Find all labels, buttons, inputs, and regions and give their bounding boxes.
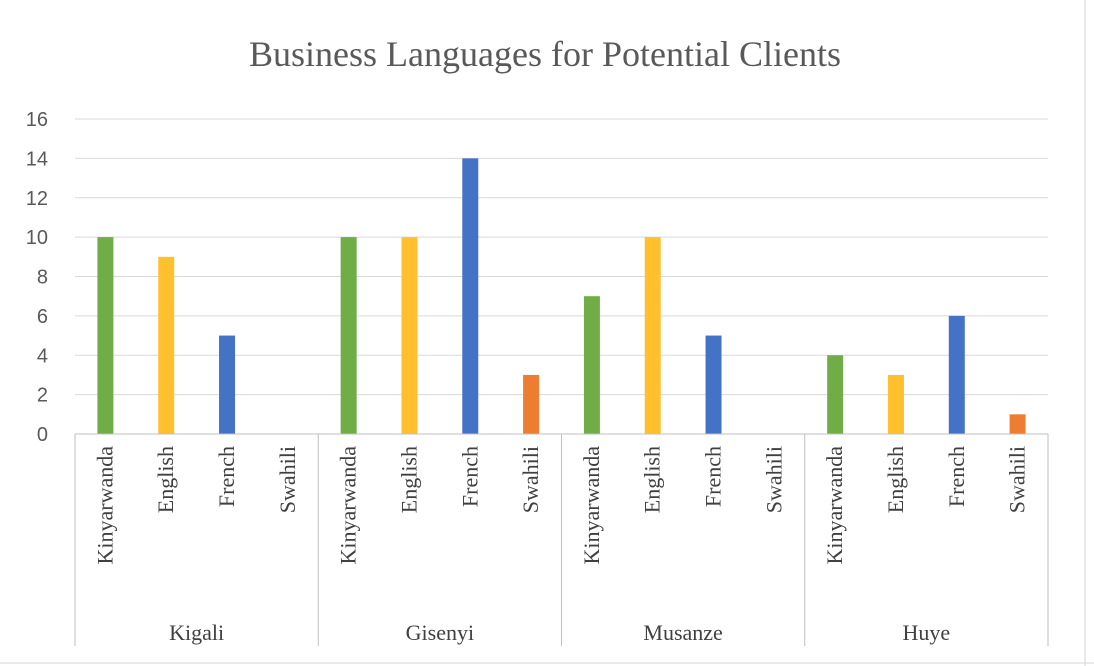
- bar-musanze-kinyarwanda: [583, 296, 600, 434]
- bar-musanze-french: [705, 335, 722, 434]
- bar-gisenyi-kinyarwanda: [340, 237, 357, 434]
- group-label: Musanze: [643, 620, 722, 645]
- bar-gisenyi-english: [401, 237, 418, 434]
- group-label: Gisenyi: [406, 620, 474, 645]
- y-tick-label: 10: [26, 227, 48, 249]
- category-label: Swahili: [518, 446, 543, 513]
- category-label: Kinyarwanda: [579, 446, 604, 565]
- y-tick-label: 2: [37, 385, 48, 407]
- category-label: Kinyarwanda: [822, 446, 847, 565]
- bar-gisenyi-swahili: [523, 374, 540, 434]
- gridlines: [75, 118, 1048, 396]
- bar-kigali-kinyarwanda: [97, 237, 114, 434]
- category-label: English: [883, 446, 908, 513]
- y-tick-label: 4: [37, 345, 48, 367]
- chart-title: Business Languages for Potential Clients: [249, 34, 841, 74]
- category-label: French: [214, 446, 239, 507]
- bar-huye-french: [948, 315, 965, 434]
- category-label: French: [457, 446, 482, 507]
- y-tick-label: 0: [37, 424, 48, 446]
- category-label: English: [396, 446, 421, 513]
- bar-kigali-french: [219, 335, 236, 434]
- category-label: Kinyarwanda: [92, 446, 117, 565]
- bar-huye-english: [887, 374, 904, 434]
- bar-huye-kinyarwanda: [827, 355, 844, 434]
- y-tick-label: 14: [26, 148, 48, 170]
- category-label: Kinyarwanda: [336, 446, 361, 565]
- y-tick-label: 12: [26, 188, 48, 210]
- category-label: French: [701, 446, 726, 507]
- category-label: French: [944, 446, 969, 507]
- category-label: English: [153, 446, 178, 513]
- x-axis: Kinyarwanda English French Swahili Kigali Kin…: [74, 433, 1049, 646]
- category-label: Swahili: [275, 446, 300, 513]
- category-label: Swahili: [761, 446, 786, 513]
- bar-huye-swahili: [1009, 414, 1026, 434]
- y-tick-label: 6: [37, 306, 48, 328]
- y-axis-ticks: 0 2 4 6 8 10 12 14 16: [26, 109, 48, 446]
- group-label: Kigali: [169, 620, 224, 645]
- category-label: English: [640, 446, 665, 513]
- category-label: Swahili: [1005, 446, 1030, 513]
- bars: [97, 158, 1026, 434]
- bar-gisenyi-french: [462, 158, 479, 434]
- bar-musanze-english: [644, 237, 661, 434]
- y-tick-label: 8: [37, 267, 48, 289]
- group-label: Huye: [903, 620, 951, 645]
- y-tick-label: 16: [26, 109, 48, 131]
- bar-kigali-english: [158, 256, 175, 434]
